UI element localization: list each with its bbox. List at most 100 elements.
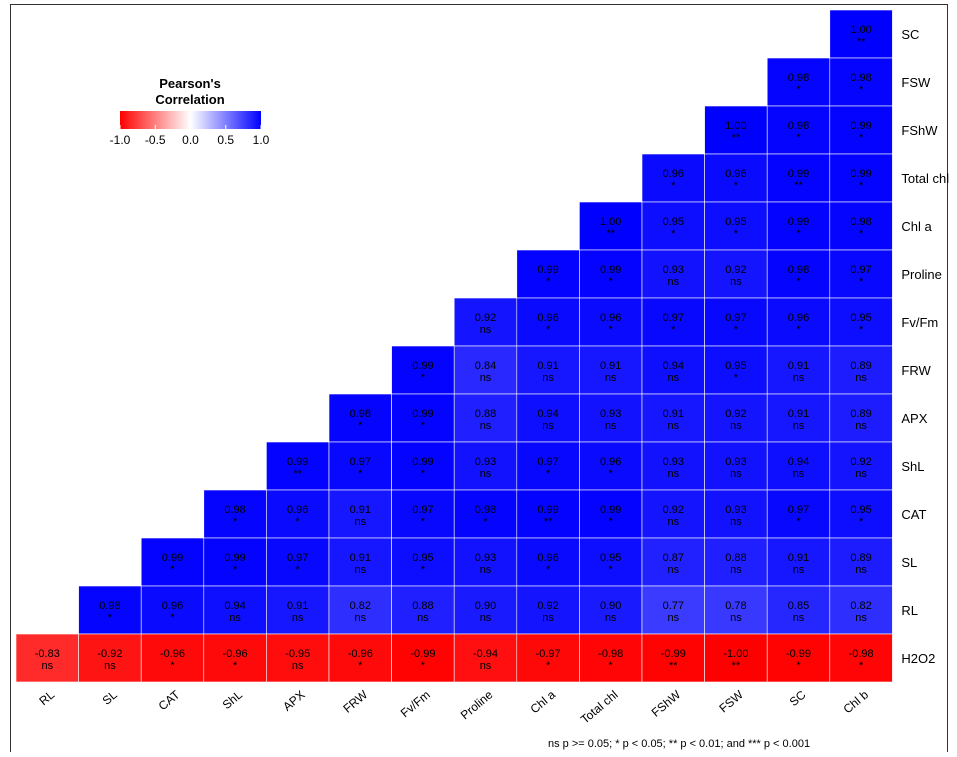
cell-shl-total-chl-significance: *: [609, 468, 614, 480]
cell-apx-proline-significance: ns: [480, 420, 492, 432]
cell-shl-apx-value: 0.99: [287, 456, 308, 468]
cell-sl-fsw-value: 0.88: [725, 552, 746, 564]
cell-fsw-sc-value: 0.98: [788, 72, 809, 84]
cell-rl-frw-significance: ns: [354, 612, 366, 624]
cell-total-chl-fshw-significance: *: [671, 180, 676, 192]
row-label-sl: SL: [901, 555, 917, 570]
cell-chl-a-fshw-significance: *: [671, 228, 676, 240]
cell-h2o2-fshw-significance: **: [669, 660, 678, 672]
cell-h2o2-sc-value: -0.99: [786, 648, 811, 660]
cell-frw-fv-fm-significance: *: [421, 372, 426, 384]
cell-apx-fv-fm-value: 0.99: [412, 408, 433, 420]
cell-rl-chl-a-value: 0.92: [537, 600, 558, 612]
cell-rl-frw-value: 0.82: [350, 600, 371, 612]
cell-sl-fv-fm-significance: *: [421, 564, 426, 576]
cell-rl-shl-significance: ns: [229, 612, 241, 624]
cell-sc-chl-b-value: 1.00: [850, 24, 871, 36]
cell-shl-fsw-significance: ns: [730, 468, 742, 480]
column-label-cat: CAT: [156, 687, 183, 713]
cell-frw-chl-b-significance: ns: [855, 372, 867, 384]
cell-sl-fshw-value: 0.87: [663, 552, 684, 564]
cell-sl-shl-significance: *: [233, 564, 238, 576]
cell-total-chl-chl-b-significance: *: [859, 180, 864, 192]
column-label-fv-fm: Fv/Fm: [398, 688, 433, 721]
cell-rl-sl-significance: *: [108, 612, 113, 624]
cell-cat-proline-value: 0.98: [475, 504, 496, 516]
cell-apx-chl-b-significance: ns: [855, 420, 867, 432]
cell-proline-fshw-value: 0.93: [663, 264, 684, 276]
cell-shl-chl-a-significance: *: [546, 468, 551, 480]
cell-rl-chl-b-significance: ns: [855, 612, 867, 624]
cell-rl-fsw-value: 0.78: [725, 600, 746, 612]
cell-chl-a-sc-value: 0.99: [788, 216, 809, 228]
cell-cat-fv-fm-value: 0.97: [412, 504, 433, 516]
cell-fshw-chl-b-value: 0.99: [850, 120, 871, 132]
cell-frw-total-chl-value: 0.91: [600, 360, 621, 372]
cell-h2o2-sl-value: -0.92: [97, 648, 122, 660]
row-label-h2o2: H2O2: [901, 651, 935, 666]
legend-tick-label: -1.0: [110, 133, 131, 147]
column-label-sl: SL: [100, 687, 120, 707]
cell-h2o2-sl-significance: ns: [104, 660, 116, 672]
cell-fsw-chl-b-significance: *: [859, 84, 864, 96]
cell-h2o2-chl-a-significance: *: [546, 660, 551, 672]
cell-proline-total-chl-significance: *: [609, 276, 614, 288]
cell-h2o2-shl-value: -0.96: [223, 648, 248, 660]
cell-h2o2-shl-significance: *: [233, 660, 238, 672]
row-label-frw: FRW: [901, 363, 931, 378]
cell-fshw-sc-value: 0.98: [788, 120, 809, 132]
cell-frw-chl-b-value: 0.89: [850, 360, 871, 372]
cell-h2o2-total-chl-value: -0.98: [598, 648, 623, 660]
legend-tick-label: 1.0: [253, 133, 270, 147]
cell-fv-fm-sc-value: 0.96: [788, 312, 809, 324]
cell-fv-fm-fsw-significance: *: [734, 324, 739, 336]
cell-h2o2-cat-value: -0.96: [160, 648, 185, 660]
cell-h2o2-apx-significance: ns: [292, 660, 304, 672]
cell-h2o2-fv-fm-value: -0.99: [410, 648, 435, 660]
cell-proline-chl-a-value: 0.99: [537, 264, 558, 276]
column-label-fsw: FSW: [716, 687, 746, 715]
cell-cat-apx-significance: *: [296, 516, 301, 528]
cell-shl-proline-significance: ns: [480, 468, 492, 480]
cell-rl-fv-fm-value: 0.88: [412, 600, 433, 612]
cell-h2o2-fshw-value: -0.99: [661, 648, 686, 660]
cell-shl-frw-significance: *: [358, 468, 363, 480]
cell-frw-proline-significance: ns: [480, 372, 492, 384]
cell-fshw-chl-b-significance: *: [859, 132, 864, 144]
cell-sl-sc-value: 0.91: [788, 552, 809, 564]
row-label-cat: CAT: [901, 507, 926, 522]
row-label-rl: RL: [901, 603, 918, 618]
column-label-total-chl: Total chl: [578, 688, 621, 727]
cell-frw-fsw-significance: *: [734, 372, 739, 384]
cell-sl-fv-fm-value: 0.95: [412, 552, 433, 564]
legend-title-line1: Pearson's: [159, 76, 221, 91]
cell-apx-fshw-value: 0.91: [663, 408, 684, 420]
column-label-frw: FRW: [340, 687, 370, 716]
cell-rl-fsw-significance: ns: [730, 612, 742, 624]
cell-chl-a-fsw-value: 0.95: [725, 216, 746, 228]
row-label-total-chl: Total chl: [901, 171, 949, 186]
cell-fv-fm-total-chl-significance: *: [609, 324, 614, 336]
cell-frw-proline-value: 0.84: [475, 360, 496, 372]
legend-tick-label: -0.5: [145, 133, 166, 147]
cell-rl-cat-value: 0.96: [162, 600, 183, 612]
cell-sl-chl-b-value: 0.89: [850, 552, 871, 564]
cell-h2o2-frw-value: -0.96: [348, 648, 373, 660]
cell-total-chl-chl-b-value: 0.99: [850, 168, 871, 180]
cell-rl-proline-significance: ns: [480, 612, 492, 624]
cell-h2o2-fsw-significance: **: [732, 660, 741, 672]
cell-sl-proline-value: 0.93: [475, 552, 496, 564]
cell-sl-apx-value: 0.97: [287, 552, 308, 564]
column-label-fshw: FShW: [649, 687, 684, 720]
cell-sl-fsw-significance: ns: [730, 564, 742, 576]
column-label-chl-a: Chl a: [528, 687, 559, 716]
cell-proline-fsw-significance: ns: [730, 276, 742, 288]
cell-proline-chl-a-significance: *: [546, 276, 551, 288]
cell-total-chl-fsw-significance: *: [734, 180, 739, 192]
column-label-rl: RL: [36, 687, 57, 708]
cell-sl-shl-value: 0.99: [224, 552, 245, 564]
cell-cat-chl-a-value: 0.99: [537, 504, 558, 516]
cell-cat-chl-b-value: 0.95: [850, 504, 871, 516]
cell-cat-sc-value: 0.97: [788, 504, 809, 516]
cell-cat-shl-value: 0.98: [224, 504, 245, 516]
